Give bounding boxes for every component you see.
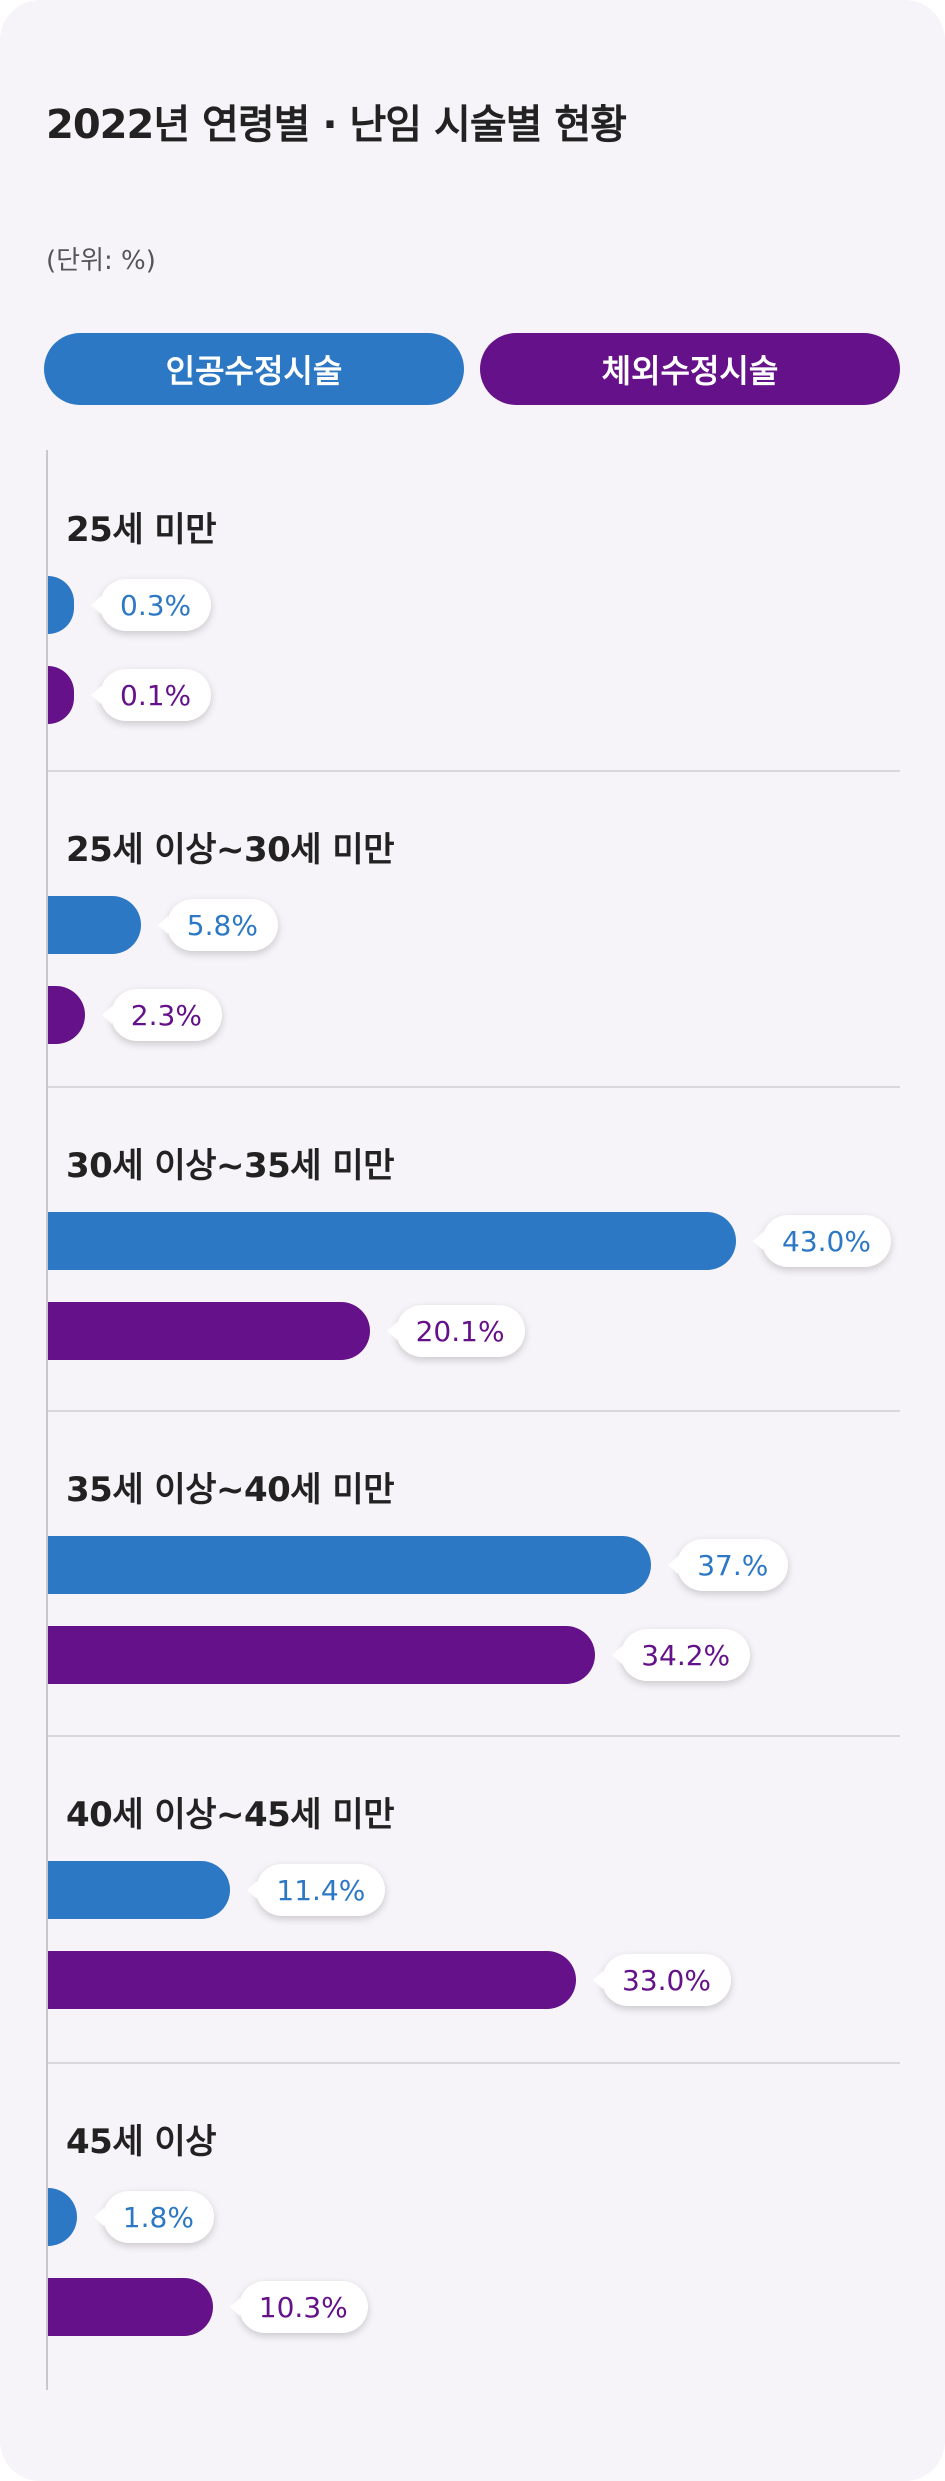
- group-divider: [48, 2062, 900, 2064]
- group-label: 45세 이상: [66, 2114, 216, 2163]
- group-divider: [48, 1410, 900, 1412]
- value-label: 10.3%: [239, 2281, 368, 2333]
- value-label: 37.%: [677, 1539, 788, 1591]
- bar-artificial-insemination: [48, 1861, 230, 1919]
- legend-artificial-insemination[interactable]: 인공수정시술: [44, 333, 464, 405]
- value-label: 34.2%: [621, 1629, 750, 1681]
- value-label: 5.8%: [167, 899, 278, 951]
- value-label: 2.3%: [111, 989, 222, 1041]
- value-label: 0.1%: [100, 669, 211, 721]
- bar-artificial-insemination: [48, 576, 74, 634]
- bar-artificial-insemination: [48, 1212, 736, 1270]
- value-label: 1.8%: [103, 2191, 214, 2243]
- bar-artificial-insemination: [48, 2188, 77, 2246]
- chart-axis-line: [46, 450, 48, 2390]
- group-label: 25세 이상~30세 미만: [66, 822, 394, 871]
- bar-ivf: [48, 2278, 213, 2336]
- legend-ivf[interactable]: 체외수정시술: [480, 333, 900, 405]
- value-label: 43.0%: [762, 1215, 891, 1267]
- group-divider: [48, 770, 900, 772]
- chart-title: 2022년 연령별 · 난임 시술별 현황: [46, 92, 626, 150]
- group-label: 25세 미만: [66, 502, 216, 551]
- bar-ivf: [48, 1626, 595, 1684]
- group-divider: [48, 1735, 900, 1737]
- value-label: 0.3%: [100, 579, 211, 631]
- bar-artificial-insemination: [48, 1536, 651, 1594]
- legend-label-ivf: 체외수정시술: [602, 346, 779, 392]
- value-label: 11.4%: [256, 1864, 385, 1916]
- bar-ivf: [48, 1951, 576, 2009]
- group-label: 30세 이상~35세 미만: [66, 1138, 394, 1187]
- unit-label: (단위: %): [46, 240, 156, 277]
- bar-artificial-insemination: [48, 896, 141, 954]
- bar-ivf: [48, 1302, 370, 1360]
- legend-label-artificial-insemination: 인공수정시술: [166, 346, 343, 392]
- group-label: 40세 이상~45세 미만: [66, 1787, 394, 1836]
- group-divider: [48, 1086, 900, 1088]
- bar-ivf: [48, 986, 85, 1044]
- group-label: 35세 이상~40세 미만: [66, 1462, 394, 1511]
- value-label: 33.0%: [602, 1954, 731, 2006]
- value-label: 20.1%: [396, 1305, 525, 1357]
- bar-ivf: [48, 666, 74, 724]
